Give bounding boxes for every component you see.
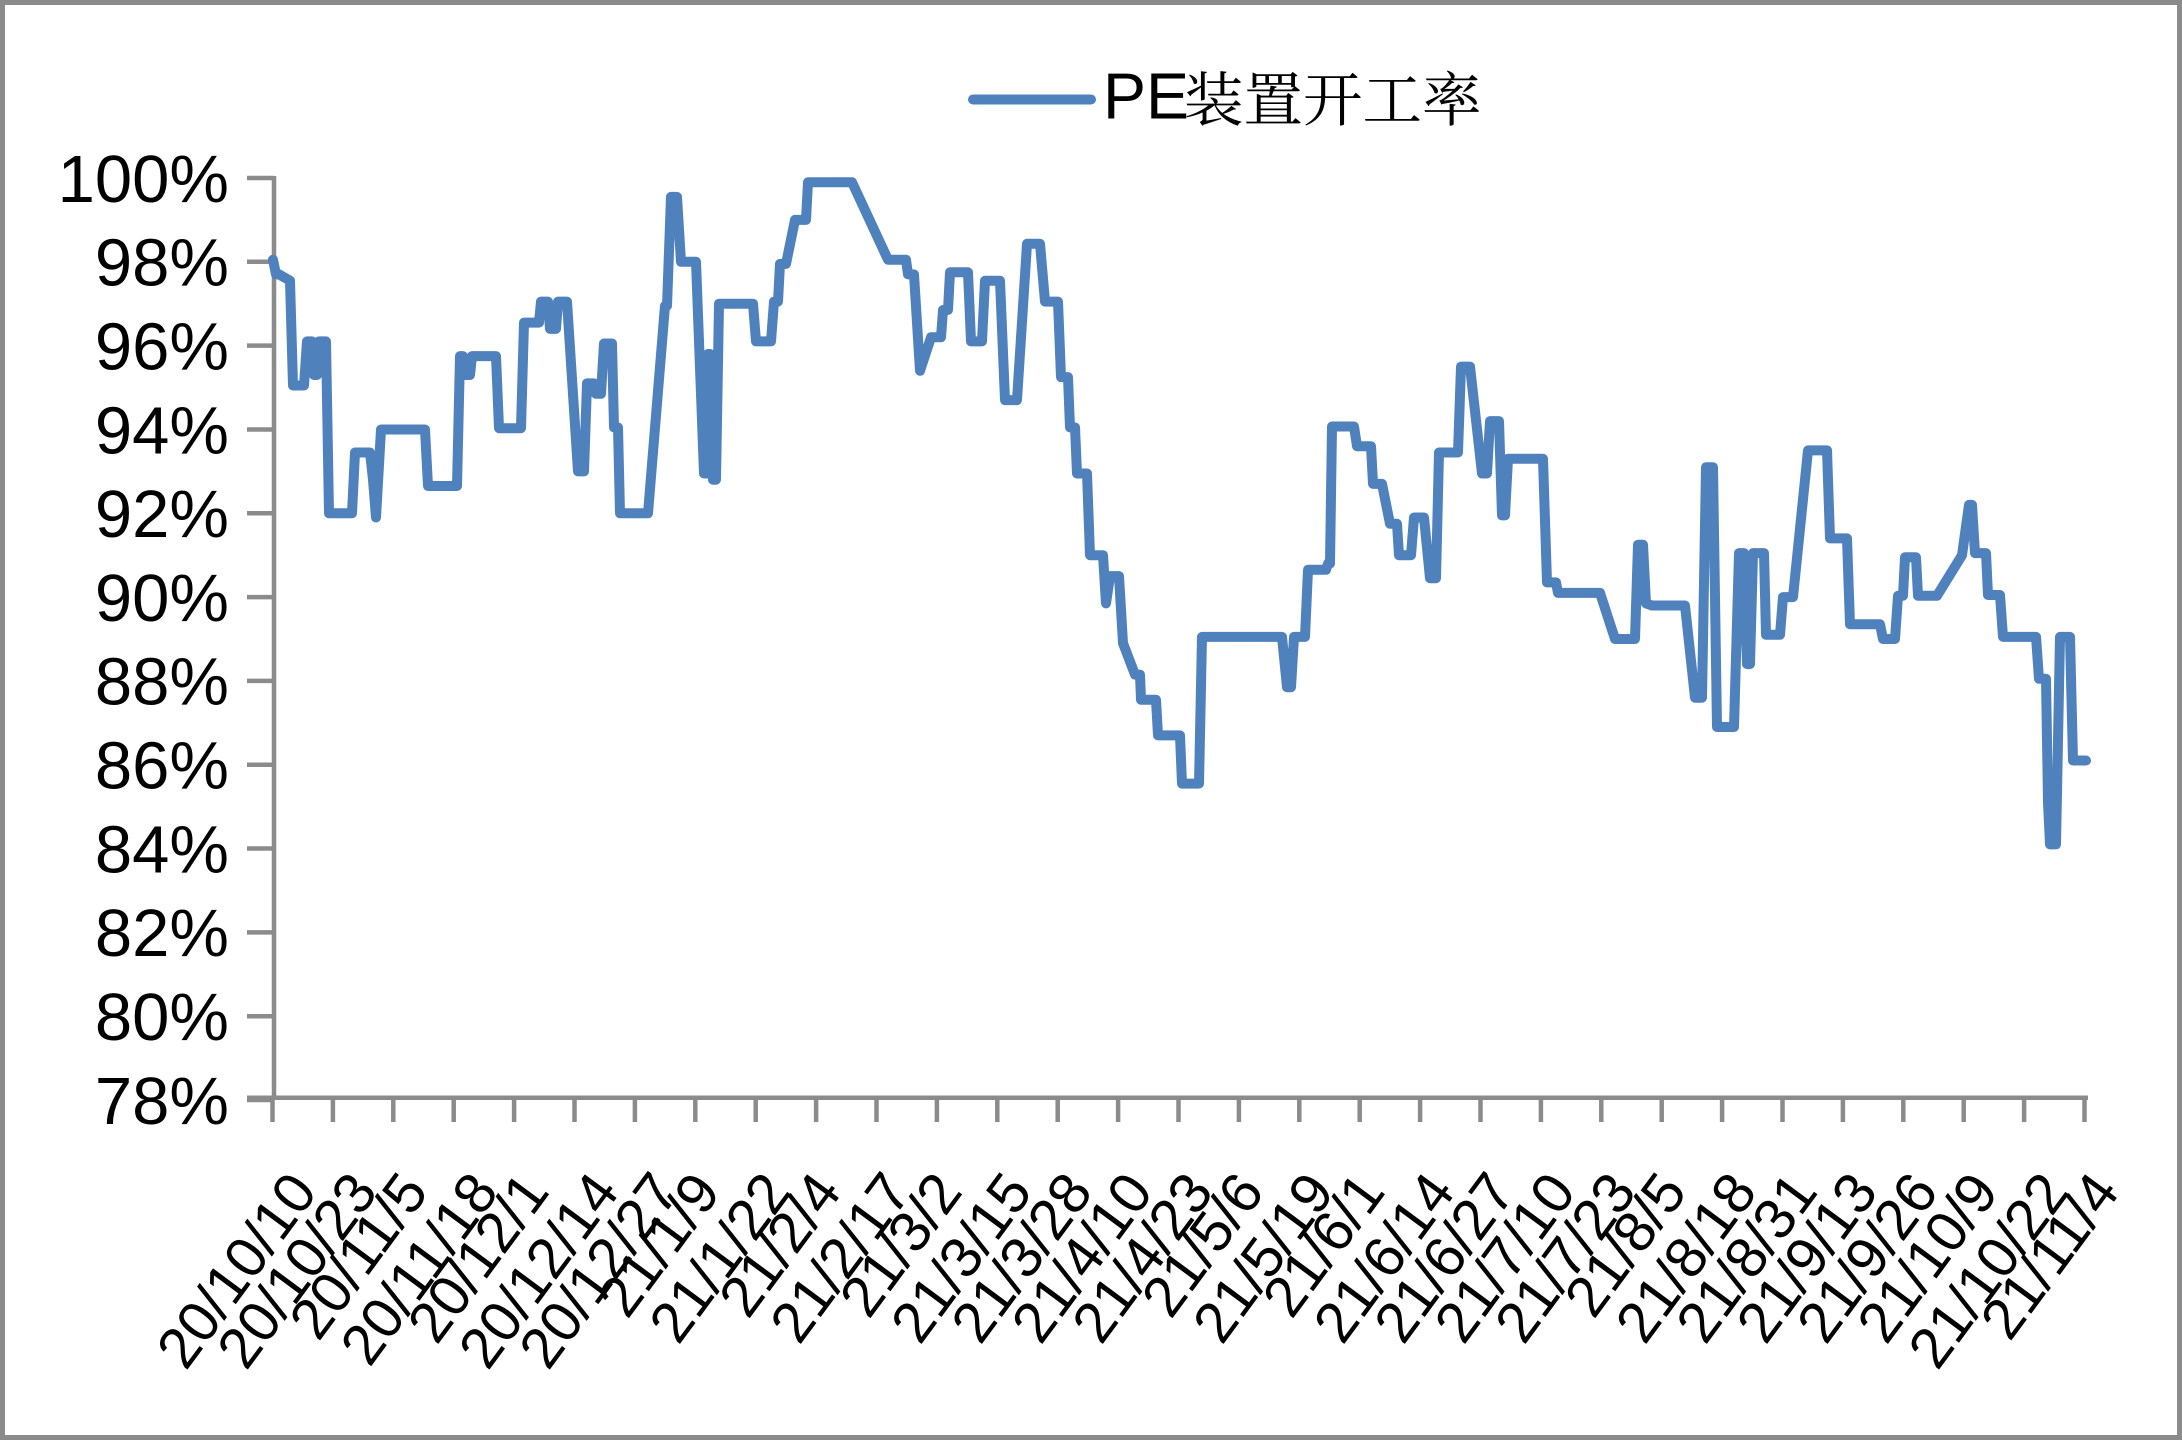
svg-text:100%: 100%: [58, 142, 229, 217]
svg-text:84%: 84%: [95, 812, 229, 887]
svg-text:88%: 88%: [95, 645, 229, 720]
svg-text:96%: 96%: [95, 309, 229, 384]
svg-text:98%: 98%: [95, 226, 229, 301]
svg-text:80%: 80%: [95, 980, 229, 1055]
svg-text:92%: 92%: [95, 477, 229, 552]
svg-text:90%: 90%: [95, 561, 229, 636]
svg-text:94%: 94%: [95, 393, 229, 468]
svg-text:86%: 86%: [95, 729, 229, 804]
svg-text:PE: PE: [1103, 61, 1189, 133]
svg-text:78%: 78%: [95, 1064, 229, 1139]
svg-text:82%: 82%: [95, 896, 229, 971]
